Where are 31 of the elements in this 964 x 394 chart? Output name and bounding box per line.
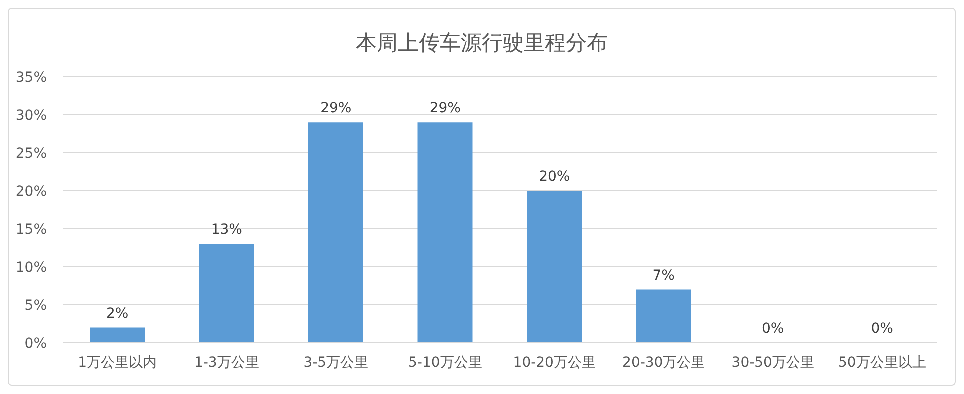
bar bbox=[418, 122, 473, 343]
data-label: 29% bbox=[430, 100, 461, 117]
bar bbox=[527, 191, 582, 343]
y-tick-label: 35% bbox=[16, 70, 47, 86]
x-tick-label: 1-3万公里 bbox=[194, 354, 260, 371]
x-tick-label: 30-50万公里 bbox=[732, 354, 814, 371]
bar bbox=[199, 244, 254, 343]
x-tick-label: 50万公里以上 bbox=[838, 354, 926, 371]
x-tick-label: 1万公里以内 bbox=[78, 354, 158, 371]
data-label: 0% bbox=[871, 321, 894, 337]
bar bbox=[90, 328, 145, 343]
chart-title: 本周上传车源行驶里程分布 bbox=[355, 30, 609, 57]
data-label: 20% bbox=[539, 169, 570, 185]
y-tick-label: 30% bbox=[16, 108, 47, 124]
bar bbox=[636, 290, 692, 343]
y-tick-label: 25% bbox=[16, 146, 47, 162]
bar bbox=[308, 122, 364, 343]
x-tick-label: 10-20万公里 bbox=[513, 354, 596, 371]
y-tick-label: 15% bbox=[16, 222, 47, 238]
y-tick-label: 20% bbox=[16, 184, 47, 200]
y-tick-label: 0% bbox=[24, 336, 47, 352]
data-label: 0% bbox=[762, 321, 784, 337]
x-tick-label: 3-5万公里 bbox=[304, 354, 369, 371]
x-tick-label: 5-10万公里 bbox=[408, 354, 482, 371]
data-label: 13% bbox=[211, 222, 242, 238]
y-tick-label: 5% bbox=[24, 298, 47, 314]
data-label: 7% bbox=[652, 268, 675, 284]
data-label: 29% bbox=[320, 100, 352, 117]
data-label: 2% bbox=[106, 306, 129, 322]
x-tick-label: 20-30万公里 bbox=[622, 354, 706, 371]
y-tick-label: 10% bbox=[16, 260, 47, 276]
